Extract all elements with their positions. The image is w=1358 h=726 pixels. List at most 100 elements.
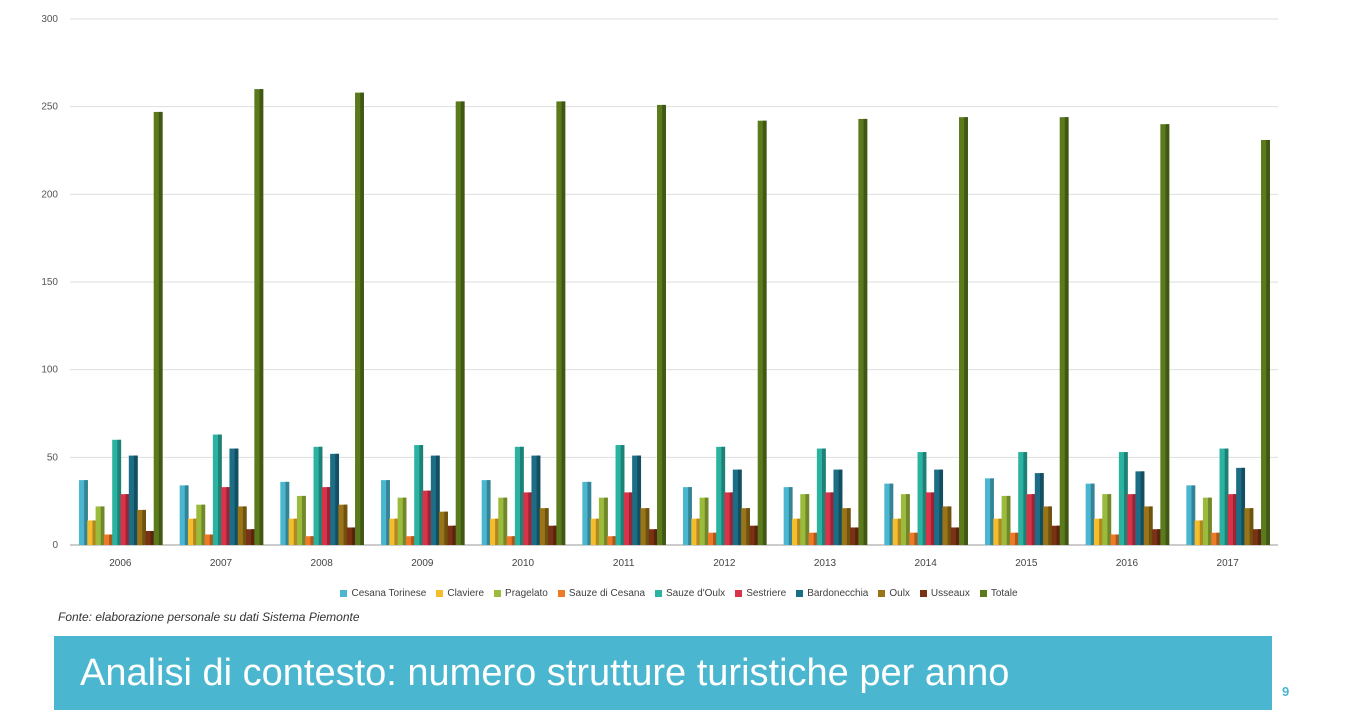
bar-claviere [993, 518, 1003, 545]
bar-sauze-di-cesana [707, 532, 717, 545]
bar-oulx [841, 508, 851, 545]
bar-shade [846, 508, 851, 545]
bar-shade [293, 518, 298, 545]
bar-shade [310, 536, 315, 545]
bar-shade [1241, 467, 1246, 545]
legend-swatch [494, 589, 502, 597]
bar-shade [604, 497, 608, 545]
bar-totale [1261, 139, 1270, 546]
bar-chart: 0 50 100 150 200 250 300 2006 2007 2008 2009 2010 20… [41, 14, 1278, 569]
bar-shade [251, 529, 255, 545]
bar-shade [612, 536, 617, 545]
bar-claviere [691, 518, 701, 545]
bar-shade [688, 487, 692, 545]
bar-shade [209, 534, 214, 545]
source-note: Fonte: elaborazione personale su dati Si… [58, 610, 360, 624]
bar-sauze-d-oulx [1118, 452, 1128, 545]
bar-bardonecchia [1236, 467, 1246, 545]
legend-item: Oulx [878, 588, 910, 599]
legend-swatch [979, 589, 987, 597]
bar-totale [556, 101, 566, 545]
bar-shade [1208, 497, 1212, 545]
bar-sauze-di-cesana [204, 534, 214, 545]
legend-label: Oulx [889, 587, 910, 599]
bar-shade [536, 455, 541, 545]
bar-pragelato [900, 494, 910, 545]
bar-sestriere [523, 492, 533, 545]
bar-shade [285, 481, 290, 545]
bar-sauze-di-cesana [506, 536, 516, 545]
bar-shade [1124, 452, 1128, 545]
bar-shade [1056, 525, 1061, 545]
bar-shade [133, 455, 138, 545]
bar-shade [1031, 494, 1036, 545]
bar-shade [645, 508, 650, 545]
bar-totale [254, 89, 264, 545]
bar-oulx [741, 508, 750, 545]
legend-item: Bardonecchia [796, 588, 868, 599]
legend-swatch [919, 589, 927, 597]
bar-totale [959, 117, 968, 545]
bar-sauze-di-cesana [808, 532, 818, 545]
bar-shade [754, 525, 759, 545]
x-tick-label: 2008 [311, 558, 334, 569]
bar-shade [704, 497, 709, 545]
bar-shade [1224, 448, 1229, 545]
bar-bardonecchia [732, 469, 742, 545]
bar-shade [528, 492, 533, 545]
bar-cesana-torinese [179, 485, 189, 545]
bar-sauze-di-cesana [1009, 532, 1019, 545]
x-tick-label: 2017 [1217, 558, 1240, 569]
bar-pragelato [498, 497, 508, 545]
bar-pragelato [95, 506, 105, 545]
bar-shade [620, 445, 625, 545]
bar-shade [435, 455, 440, 545]
bar-sauze-d-oulx [1219, 448, 1229, 545]
legend-label: Sestriere [746, 587, 787, 599]
bar-shade [553, 525, 557, 545]
bar-totale [153, 111, 163, 545]
bar-shade [855, 527, 859, 545]
bar-oulx [137, 509, 146, 545]
bar-shade [889, 483, 894, 545]
bar-cesana-torinese [884, 483, 894, 545]
legend-swatch [340, 589, 348, 597]
page-number: 9 [1282, 684, 1290, 699]
bar-totale [657, 104, 666, 545]
bar-shade [863, 118, 868, 545]
bar-shade [1249, 508, 1254, 545]
legend-swatch [436, 589, 444, 597]
bar-shade [544, 508, 549, 545]
bar-shade [922, 452, 927, 545]
bar-cesana-torinese [481, 480, 491, 545]
legend-item: Claviere [436, 588, 484, 599]
bar-shade [1148, 506, 1153, 545]
bar-pragelato [397, 497, 407, 545]
bar-shade [218, 434, 222, 545]
bar-claviere [892, 518, 902, 545]
bar-sestriere [321, 487, 331, 545]
bar-sauze-di-cesana [103, 534, 113, 545]
bar-oulx [539, 508, 549, 545]
bar-sestriere [724, 492, 734, 545]
bar-usseaux [145, 530, 155, 545]
bar-shade [158, 111, 163, 545]
bar-shade [561, 101, 566, 545]
bar-shade [402, 497, 407, 545]
bar-sauze-d-oulx [816, 448, 826, 545]
bar-claviere [389, 518, 399, 545]
title-banner: Analisi di contesto: numero strutture tu… [54, 636, 1272, 710]
bar-sauze-d-oulx [414, 445, 424, 545]
bar-shade [302, 495, 306, 545]
bar-shade [939, 469, 944, 545]
bar-usseaux [648, 529, 658, 545]
bar-shade [335, 453, 340, 545]
bar-sauze-d-oulx [212, 434, 222, 545]
bar-bardonecchia [330, 453, 340, 545]
bar-usseaux [749, 525, 759, 545]
legend-label: Totale [990, 587, 1018, 599]
x-tick-label: 2006 [109, 558, 132, 569]
bar-shade [411, 536, 415, 545]
bar-shade [486, 480, 491, 545]
y-tick-label: 300 [41, 14, 58, 25]
